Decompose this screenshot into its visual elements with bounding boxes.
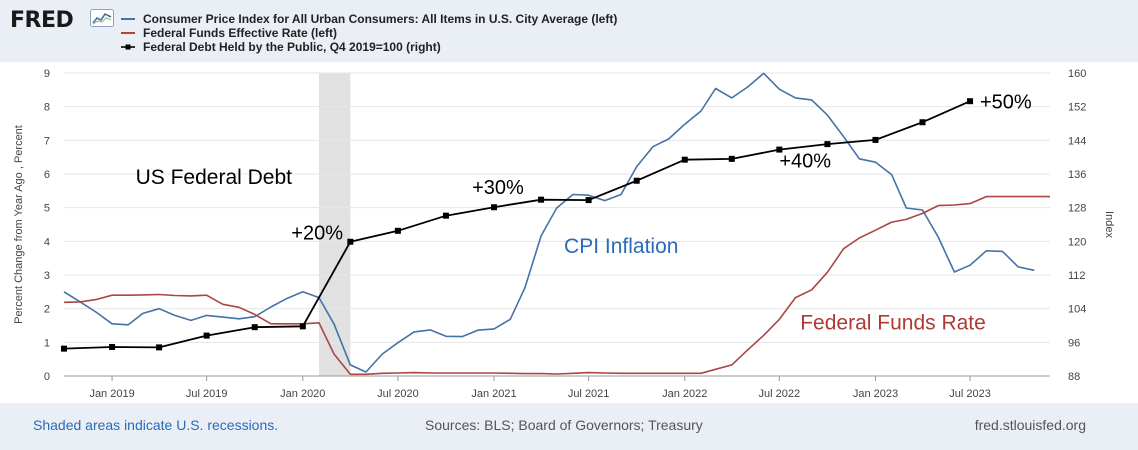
x-tick-label: Jul 2022 — [759, 388, 801, 400]
chart-header: FRED Consumer Price Index for All Urban … — [0, 0, 1138, 62]
y-right-tick-label: 144 — [1068, 135, 1086, 147]
data-point-debt[interactable] — [538, 196, 545, 203]
y-left-tick-label: 5 — [44, 203, 50, 215]
sources-text: Sources: BLS; Board of Governors; Treasu… — [425, 417, 703, 433]
series-line-debt[interactable] — [63, 100, 971, 350]
chart-line-icon — [90, 9, 114, 27]
annotation-label: CPI Inflation — [564, 235, 678, 258]
legend-label-debt: Federal Debt Held by the Public, Q4 2019… — [143, 40, 441, 54]
data-point-debt[interactable] — [872, 136, 879, 143]
data-point-debt[interactable] — [919, 119, 926, 126]
y-right-tick-label: 152 — [1068, 102, 1086, 114]
annotation-label: +50% — [980, 91, 1032, 113]
y-right-tick-label: 104 — [1068, 304, 1086, 316]
data-point-debt[interactable] — [442, 212, 449, 219]
x-tick-label: Jul 2020 — [377, 388, 419, 400]
y-right-tick-label: 112 — [1068, 270, 1086, 282]
series-line-cpi[interactable] — [63, 72, 1035, 373]
y-right-tick-label: 128 — [1068, 203, 1086, 215]
data-point-debt[interactable] — [776, 146, 783, 153]
data-point-debt[interactable] — [203, 332, 210, 339]
legend-label-cpi: Consumer Price Index for All Urban Consu… — [143, 12, 618, 26]
x-tick-label: Jan 2020 — [280, 388, 325, 400]
chart-footer: Shaded areas indicate U.S. recessions. S… — [0, 403, 1138, 450]
y-right-tick-label: 96 — [1068, 337, 1080, 349]
y-left-tick-label: 4 — [44, 236, 50, 248]
data-point-debt[interactable] — [156, 344, 163, 351]
recession-note: Shaded areas indicate U.S. recessions. — [33, 417, 279, 433]
y-left-tick-label: 6 — [44, 169, 50, 181]
data-point-debt[interactable] — [61, 345, 67, 352]
chart-panel: 0 1 2 3 4 5 6 7 8 9 88 96 104 112 120 128 136 144 152 160 Ja… — [0, 62, 1138, 403]
fred-logo[interactable]: FRED — [10, 8, 74, 33]
y-left-tick-label: 8 — [44, 102, 50, 114]
legend-label-fed-funds: Federal Funds Effective Rate (left) — [143, 26, 338, 40]
data-point-debt[interactable] — [585, 197, 592, 204]
y-left-tick-label: 0 — [44, 371, 50, 383]
data-point-debt[interactable] — [251, 324, 258, 331]
y-right-tick-label: 88 — [1068, 371, 1080, 383]
x-tick-label: Jan 2023 — [853, 388, 898, 400]
y-left-tick-label: 9 — [44, 68, 50, 80]
x-tick-label: Jul 2019 — [186, 388, 228, 400]
y-left-tick-label: 1 — [44, 337, 50, 349]
line-chart[interactable]: 0 1 2 3 4 5 6 7 8 9 88 96 104 112 120 128 136 144 152 160 Ja… — [0, 62, 1138, 403]
series-line-fed-funds[interactable] — [63, 195, 1050, 376]
y-left-axis-title: Percent Change from Year Ago , Percent — [13, 125, 25, 324]
site-link[interactable]: fred.stlouisfed.org — [974, 417, 1086, 433]
y-right-tick-label: 136 — [1068, 169, 1086, 181]
x-tick-label: Jan 2019 — [89, 388, 134, 400]
y-right-tick-label: 120 — [1068, 236, 1086, 248]
legend-swatch-cpi — [121, 18, 135, 20]
data-point-debt[interactable] — [347, 238, 354, 245]
y-left-tick-label: 7 — [44, 135, 50, 147]
legend-swatch-fed-funds — [121, 32, 135, 34]
data-point-debt[interactable] — [681, 156, 688, 163]
y-left-tick-label: 3 — [44, 270, 50, 282]
data-point-debt[interactable] — [967, 98, 974, 105]
annotation-label: +40% — [779, 151, 831, 173]
annotation-label: +30% — [472, 177, 524, 199]
data-point-debt[interactable] — [728, 155, 735, 162]
data-point-debt[interactable] — [491, 204, 498, 211]
annotation-label: Federal Funds Rate — [800, 312, 986, 335]
annotation-label: US Federal Debt — [136, 166, 293, 189]
x-tick-label: Jan 2021 — [471, 388, 516, 400]
annotation-label: +20% — [291, 223, 343, 245]
y-right-axis-title: Index — [1103, 211, 1115, 238]
x-tick-label: Jan 2022 — [662, 388, 707, 400]
x-tick-label: Jul 2021 — [568, 388, 610, 400]
data-point-debt[interactable] — [109, 343, 116, 350]
data-point-debt[interactable] — [394, 227, 401, 234]
y-left-tick-label: 2 — [44, 304, 50, 316]
data-point-debt[interactable] — [633, 177, 640, 184]
legend-swatch-debt — [121, 44, 135, 50]
data-point-debt[interactable] — [824, 141, 831, 148]
y-right-tick-label: 160 — [1068, 68, 1086, 80]
data-point-debt[interactable] — [299, 323, 306, 330]
x-tick-label: Jul 2023 — [949, 388, 991, 400]
